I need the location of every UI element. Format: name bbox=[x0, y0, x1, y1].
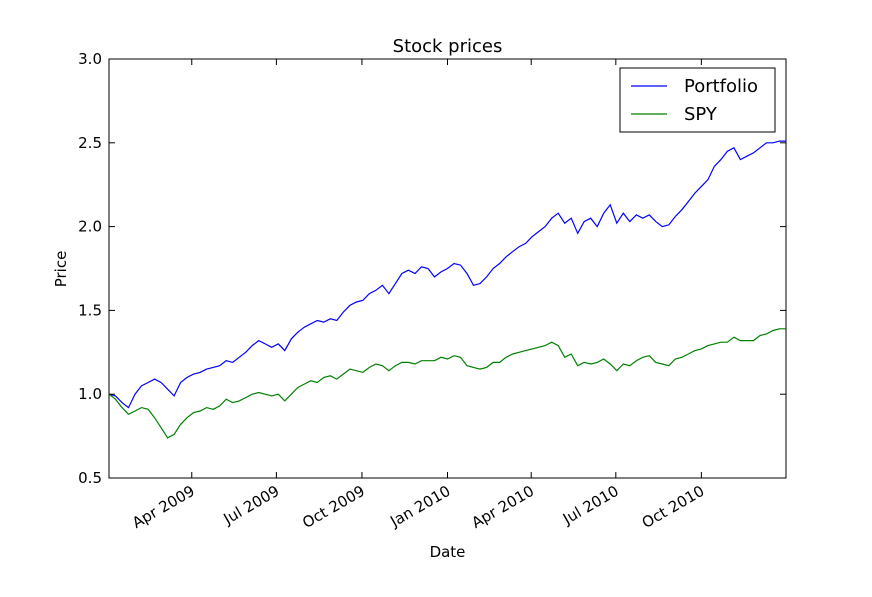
y-axis-title: Price bbox=[52, 251, 70, 288]
series-line-portfolio bbox=[108, 140, 786, 409]
y-tick-label: 2.5 bbox=[78, 134, 102, 152]
y-axis: 0.5 1.0 1.5 2.0 2.5 3.0 bbox=[78, 50, 786, 487]
y-tick-label: 1.5 bbox=[78, 301, 102, 319]
series-line-spy bbox=[108, 328, 786, 439]
y-tick-label: 1.0 bbox=[78, 385, 102, 403]
legend-label-spy: SPY bbox=[684, 104, 718, 125]
x-axis-title: Date bbox=[430, 543, 466, 561]
legend: Portfolio SPY bbox=[619, 67, 776, 133]
y-tick-label: 3.0 bbox=[78, 50, 102, 68]
series-layer bbox=[108, 140, 786, 439]
y-tick-label: 2.0 bbox=[78, 218, 102, 236]
chart-title: Stock prices bbox=[393, 36, 503, 57]
legend-box bbox=[619, 67, 776, 133]
y-tick-label: 0.5 bbox=[78, 469, 102, 487]
legend-label-portfolio: Portfolio bbox=[684, 76, 758, 97]
